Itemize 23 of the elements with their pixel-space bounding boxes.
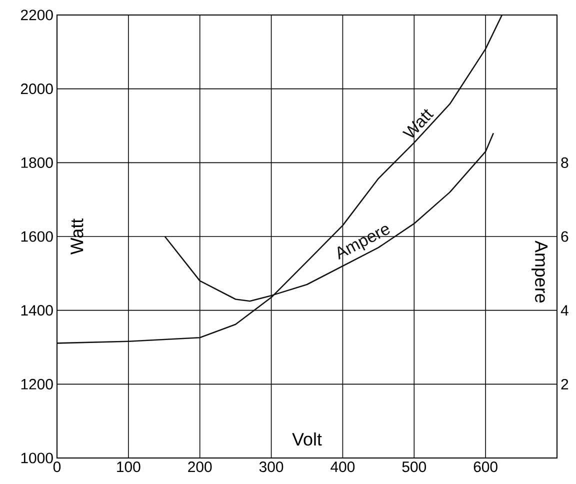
- y-tick-label: 1800: [21, 157, 53, 168]
- y2-tick-label: 2: [561, 378, 568, 390]
- text: Watt: [402, 109, 434, 138]
- y-tick-label: 2000: [20, 84, 53, 94]
- y-tick-label: 1000: [21, 452, 53, 464]
- x-tick-label: 500: [402, 462, 426, 472]
- x-tick-label: 600: [474, 462, 498, 472]
- y-axis-title: Watt: [70, 218, 84, 255]
- y2-axis-title: Ampere: [531, 240, 548, 303]
- y2-tick-label: 4: [560, 305, 568, 316]
- x-tick-label: 300: [259, 462, 284, 472]
- y-tick-label: 1200: [21, 378, 53, 390]
- y-tick-label: 1400: [21, 305, 53, 316]
- y-tick-label: 2200: [20, 10, 53, 20]
- x-tick-label: 200: [188, 462, 212, 472]
- line-series: [57, 14, 503, 344]
- y2-tick-label: 6: [561, 231, 568, 242]
- x-tick-label: 0: [53, 462, 61, 472]
- x-tick-label: 400: [330, 462, 355, 472]
- x-axis-title: Volt: [292, 432, 322, 446]
- x-tick-label: 100: [117, 462, 140, 472]
- y2-tick-label: 8: [561, 157, 568, 168]
- y-tick-label: 1600: [21, 231, 53, 242]
